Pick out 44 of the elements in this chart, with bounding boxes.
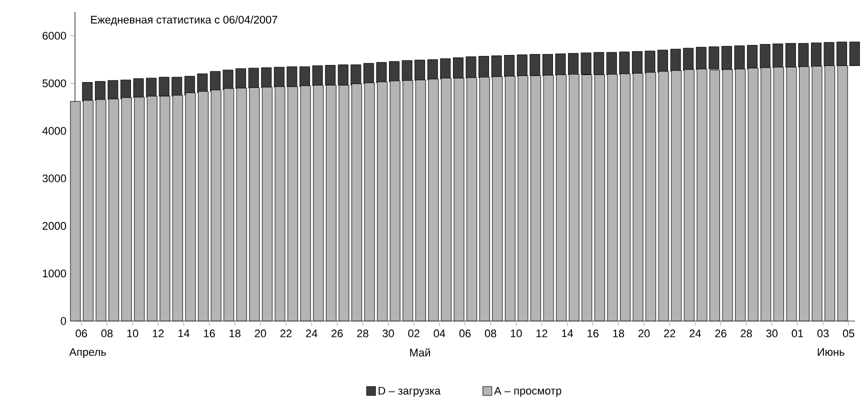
x-tick-label: 26 [332,330,343,338]
x-tick-label: 24 [690,330,701,338]
x-tick-label: 26 [715,330,726,338]
legend-label: D – загрузка [378,386,441,397]
x-tick-label: 16 [204,330,215,338]
y-tick-label: 4000 [42,126,66,135]
x-tick-label: 02 [408,330,420,338]
text: Апрель [69,348,106,358]
x-tick-label: 08 [484,330,496,338]
text: Июнь [818,348,844,356]
x-tick-label: 08 [101,330,113,338]
y-tick-label: 1000 [42,270,66,278]
x-tick-label: 04 [434,330,446,338]
legend-label: A – просмотр [494,386,562,397]
y-tick-label: 2000 [42,222,66,230]
y-tick-label: 6000 [42,32,66,40]
x-tick-label: 20 [254,330,266,338]
x-tick-label: 28 [740,330,752,338]
x-tick-label: 12 [152,330,164,338]
y-tick-label: 3000 [42,174,66,182]
x-tick-label: 16 [588,330,598,338]
x-tick-label: 06 [76,330,87,338]
x-tick-label: 10 [510,330,522,338]
x-tick-label: 30 [766,330,778,338]
x-tick-label: 20 [638,330,650,338]
x-tick-label: 18 [230,330,240,338]
x-tick-label: 14 [178,330,190,338]
x-tick-label: 03 [817,330,829,338]
x-tick-label: 18 [613,330,624,338]
x-tick-label: 10 [127,330,138,338]
x-tick-label: 12 [536,330,548,338]
text: Май [410,348,430,356]
x-tick-label: 22 [280,330,292,338]
x-tick-label: 24 [306,330,318,338]
x-tick-label: 28 [357,330,368,338]
x-tick-label: 30 [382,330,394,338]
y-tick-label: 5000 [42,79,66,88]
x-tick-label: 14 [562,330,574,338]
x-tick-label: 06 [459,330,471,338]
y-tick-label: 0 [60,317,66,325]
chart-title: Ежедневная статистика с 06/04/2007 [91,16,278,26]
x-tick-label: 01 [792,330,804,338]
x-tick-label: 22 [664,330,676,338]
x-tick-label: 05 [842,330,854,338]
